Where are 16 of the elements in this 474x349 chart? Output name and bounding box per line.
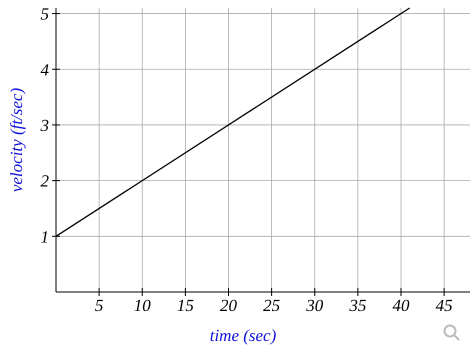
- y-tick-label: 5: [40, 4, 49, 24]
- x-tick-label: 10: [134, 296, 152, 315]
- x-tick-label: 20: [220, 296, 238, 315]
- x-tick-label: 5: [94, 296, 104, 315]
- y-tick-label: 1: [40, 227, 49, 246]
- x-tick-label: 35: [348, 296, 366, 315]
- x-axis-title: time (sec): [210, 326, 277, 345]
- x-tick-label: 40: [392, 296, 410, 315]
- y-tick-label: 2: [40, 172, 50, 191]
- x-tick-label: 25: [263, 296, 280, 315]
- y-tick-label: 4: [40, 60, 50, 80]
- x-tick-label: 15: [176, 296, 194, 315]
- y-tick-label: 3: [40, 116, 49, 135]
- x-tick-label: 30: [305, 296, 324, 315]
- x-tick-label: 45: [436, 296, 453, 315]
- y-axis-title: velocity (ft/sec): [7, 88, 26, 192]
